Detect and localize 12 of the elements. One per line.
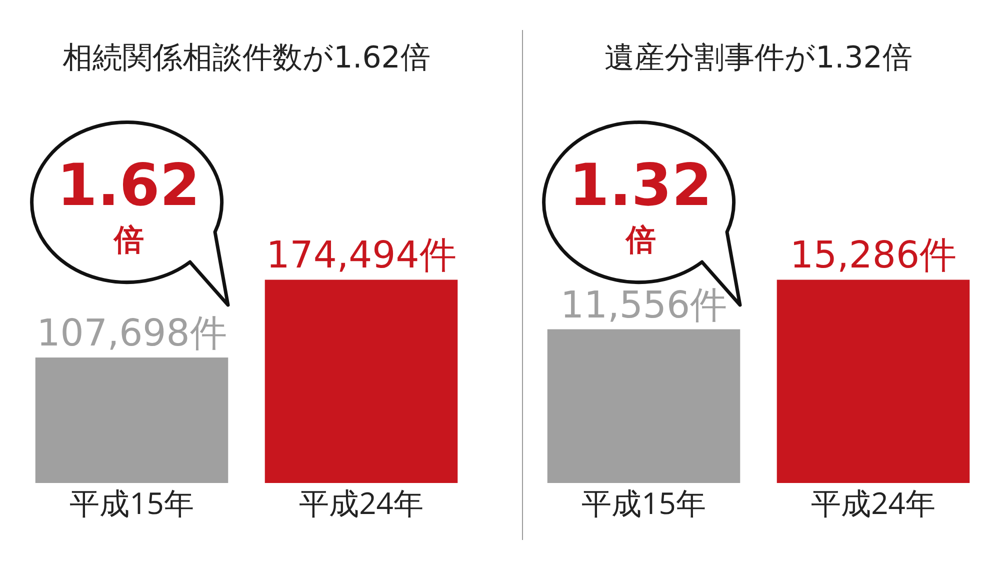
- data-label: 15,286件: [790, 234, 956, 277]
- data-label: 107,698件: [36, 312, 227, 355]
- text: 1.32 倍: [569, 151, 712, 258]
- data-label: 174,494件: [266, 234, 456, 277]
- x-tick-label: 平成24年: [299, 482, 424, 523]
- x-tick-label: 平成24年: [811, 482, 936, 523]
- text: 1.62 倍: [57, 151, 200, 258]
- x-tick-label: 平成15年: [70, 482, 194, 523]
- chart-title: 相続関係相談件数が1.62倍: [62, 40, 430, 76]
- chart-title: 遺産分割事件が1.32倍: [604, 40, 912, 76]
- x-tick-label: 平成15年: [582, 482, 706, 523]
- data-label: 11,556件: [560, 283, 727, 326]
